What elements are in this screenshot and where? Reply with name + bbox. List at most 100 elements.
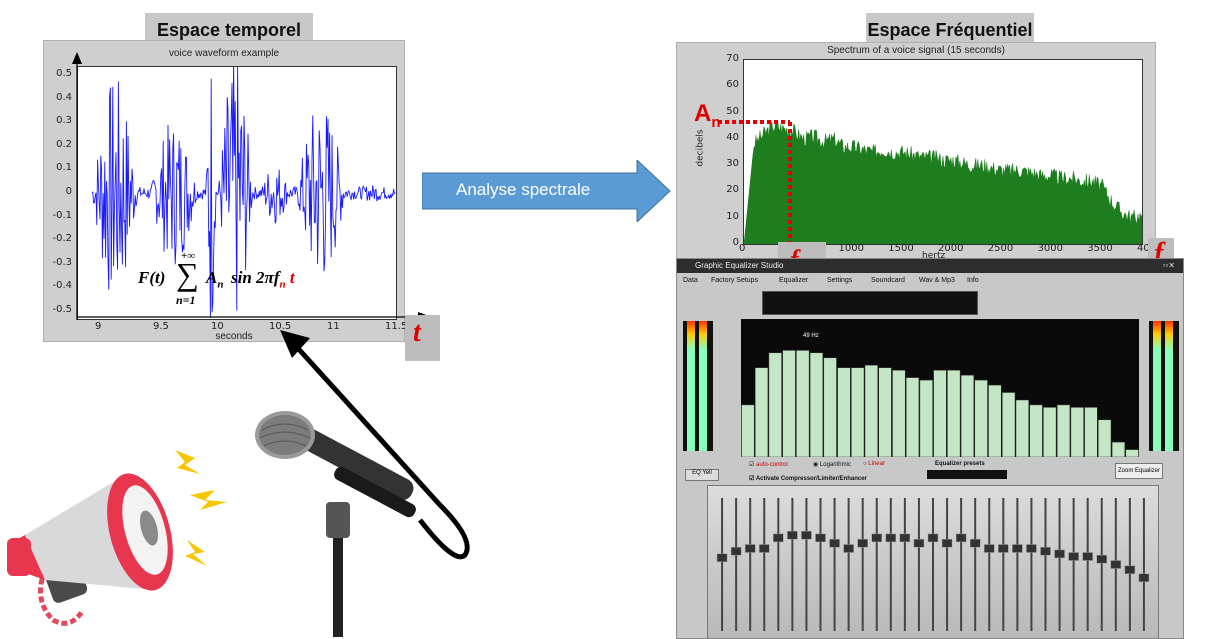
window-buttons[interactable]: ▫▫✕ <box>1162 261 1175 270</box>
right-vu-meter <box>1149 321 1179 451</box>
eq-slider-knob[interactable] <box>843 544 854 553</box>
eq-slider-knob[interactable] <box>1082 552 1093 561</box>
spectrum-xlabel: hertz <box>922 251 946 261</box>
eq-slider-knob[interactable] <box>871 533 882 543</box>
eq-slider-knob[interactable] <box>984 544 995 553</box>
eq-slider-knob[interactable] <box>857 538 868 548</box>
freq-axis-label: f <box>1154 238 1164 269</box>
eq-slider-knob[interactable] <box>1138 573 1150 583</box>
spectrum-plot-area <box>743 59 1143 245</box>
waveform-y-tick: -0.3 <box>52 256 72 268</box>
eq-slider-knob[interactable] <box>998 544 1009 553</box>
waveform-trace <box>91 67 396 318</box>
an-marker-lines <box>718 120 792 250</box>
eq-slider-knob[interactable] <box>1110 560 1122 569</box>
eq-slider-knob[interactable] <box>1068 552 1079 561</box>
presets-display[interactable] <box>927 470 1007 479</box>
eq-bar <box>796 350 810 457</box>
eq-slider-knob[interactable] <box>885 533 897 543</box>
spectrum-y-tick: 0 <box>732 237 739 248</box>
eq-button[interactable]: EQ Yell <box>685 469 719 481</box>
eq-menu-item[interactable]: Data <box>683 277 698 284</box>
spectrum-y-tick: 40 <box>726 131 739 143</box>
waveform-y-tick: -0.1 <box>52 209 72 221</box>
eq-slider-knob[interactable] <box>969 538 981 548</box>
waveform-y-ticks: 0.5 0.4 0.3 0.2 0.1 0 -0.1 -0.2 -0.3 -0.4 -0.5 <box>44 66 74 318</box>
eq-slider-knob[interactable] <box>1124 565 1136 575</box>
microphone-icon <box>255 411 416 637</box>
eq-menu-item[interactable]: Info <box>967 277 979 284</box>
eq-bar <box>933 369 947 457</box>
eq-slider-knob[interactable] <box>773 533 784 543</box>
eq-bar <box>1125 449 1139 457</box>
eq-slider-knob[interactable] <box>829 538 840 548</box>
eq-slider-knob[interactable] <box>1096 554 1107 564</box>
spectrum-y-ticks: 70 60 50 40 30 20 10 0 <box>713 53 741 248</box>
eq-bar <box>1029 404 1043 457</box>
spectrum-y-tick: 70 <box>726 53 739 64</box>
eq-bar <box>960 374 975 457</box>
linear-option[interactable]: ○ Linear <box>863 461 885 467</box>
eq-slider-knob[interactable] <box>1040 546 1051 556</box>
eq-bar <box>851 367 865 457</box>
spectrum-y-tick: 20 <box>726 184 739 196</box>
eq-slider-knob[interactable] <box>899 533 911 543</box>
spectrum-x-tick: 2500 <box>987 243 1014 254</box>
spectrum-panel: Spectrum of a voice signal (15 seconds) … <box>676 42 1156 266</box>
equalizer-title: Graphic Equalizer Studio <box>695 261 784 270</box>
signal-path-arrow <box>280 330 470 560</box>
eq-menu-item[interactable]: Factory Setups <box>711 277 759 284</box>
spectrum-x-tick: 1500 <box>888 243 914 254</box>
eq-menu-item[interactable]: Settings <box>827 277 853 284</box>
eq-bar <box>905 377 920 457</box>
eq-bar <box>809 352 824 457</box>
eq-slider-knob[interactable] <box>955 533 967 543</box>
auto-control-checkbox[interactable]: ☑ auto-control <box>749 462 788 468</box>
presets-label: Equalizer presets <box>935 461 985 467</box>
megaphone-icon <box>7 450 227 626</box>
spectrum-x-tick: 2000 <box>938 243 964 254</box>
waveform-x-tick: 9.5 <box>153 321 169 332</box>
eq-slider-knob[interactable] <box>815 533 826 543</box>
waveform-y-tick: -0.4 <box>52 280 72 292</box>
analysis-arrow-label: Analyse spectrale <box>456 180 591 199</box>
eq-slider-knob[interactable] <box>1026 544 1037 553</box>
eq-bar <box>1056 404 1071 457</box>
eq-slider-knob[interactable] <box>716 553 728 563</box>
eq-slider-knob[interactable] <box>787 530 798 540</box>
eq-bar <box>782 350 796 457</box>
spectrum-x-tick: 3000 <box>1037 243 1063 254</box>
eq-slider-knob[interactable] <box>730 546 742 556</box>
eq-bar <box>919 379 933 457</box>
waveform-y-tick: 0.3 <box>56 115 72 127</box>
waveform-y-tick: 0.1 <box>56 162 72 174</box>
waveform-y-tick: 0.4 <box>56 91 72 103</box>
eq-slider-knob[interactable] <box>801 530 812 540</box>
waveform-signal <box>91 67 396 318</box>
eq-slider-knob[interactable] <box>941 538 953 548</box>
eq-menu-item[interactable]: Soundcard <box>871 277 905 284</box>
eq-slider-knob[interactable] <box>927 533 939 543</box>
eq-slider-knob[interactable] <box>744 544 756 553</box>
log-option[interactable]: ◉ Logarithmic <box>813 462 851 468</box>
equalizer-titlebar: Graphic Equalizer Studio ▫▫✕ <box>677 259 1183 273</box>
zoom-equalizer-button[interactable]: Zoom Equalizer <box>1115 463 1163 479</box>
activate-compressor-checkbox[interactable]: ☑ Activate Compressor/Limiter/Enhancer <box>749 476 867 482</box>
spectrum-title: Spectrum of a voice signal (15 seconds) <box>827 45 1005 56</box>
eq-bar <box>741 404 755 457</box>
eq-bar <box>878 367 892 457</box>
eq-sliders[interactable] <box>708 486 1158 639</box>
eq-slider-knob[interactable] <box>1054 549 1065 559</box>
eq-slider-knob[interactable] <box>759 544 770 553</box>
eq-slider-knob[interactable] <box>1012 544 1023 553</box>
eq-peak-label: 49 Hz <box>803 333 819 339</box>
eq-bar <box>837 367 851 457</box>
spectrum-area <box>744 120 1142 244</box>
spectrum-chart <box>744 120 1142 244</box>
eq-menu-item[interactable]: Equalizer <box>779 277 809 284</box>
eq-menu-item[interactable]: Wav & Mp3 <box>919 277 955 284</box>
formula-sum-lower: n=1 <box>176 293 196 307</box>
waveform-panel: voice waveform example 0.5 0.4 0.3 0.2 0.1 0 -… <box>43 40 407 342</box>
eq-slider-knob[interactable] <box>913 538 925 548</box>
spectrum-x-tick: 400 <box>1137 243 1157 254</box>
